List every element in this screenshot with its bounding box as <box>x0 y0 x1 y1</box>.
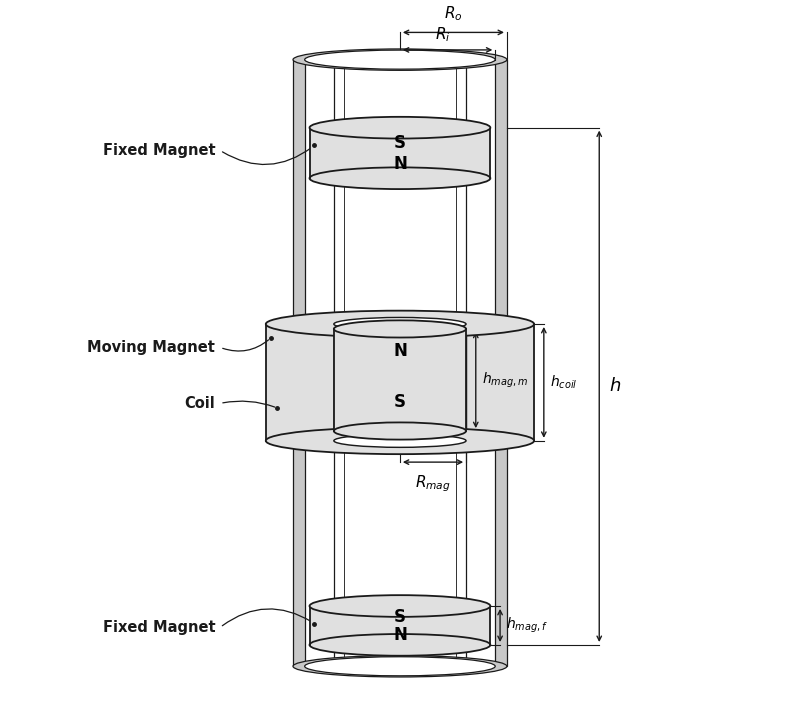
Ellipse shape <box>310 167 490 189</box>
Ellipse shape <box>310 595 490 617</box>
Text: $h_{mag,f}$: $h_{mag,f}$ <box>506 616 548 635</box>
Text: N: N <box>393 155 407 173</box>
Text: S: S <box>394 134 406 152</box>
Ellipse shape <box>334 434 466 448</box>
Ellipse shape <box>334 321 466 337</box>
Ellipse shape <box>305 657 495 676</box>
Text: S: S <box>394 608 406 626</box>
Polygon shape <box>266 324 334 441</box>
Text: N: N <box>393 626 407 644</box>
Text: $R_{mag}$: $R_{mag}$ <box>415 474 451 494</box>
Polygon shape <box>293 59 305 666</box>
Ellipse shape <box>310 116 490 138</box>
Ellipse shape <box>334 422 466 440</box>
Text: S: S <box>394 393 406 412</box>
Text: $h$: $h$ <box>609 377 621 395</box>
Ellipse shape <box>266 311 534 337</box>
Text: $h_{coil}$: $h_{coil}$ <box>550 373 577 391</box>
Ellipse shape <box>293 49 507 71</box>
Text: Moving Magnet: Moving Magnet <box>88 340 215 355</box>
Ellipse shape <box>310 634 490 656</box>
Ellipse shape <box>305 50 495 69</box>
Text: Fixed Magnet: Fixed Magnet <box>103 620 215 635</box>
Polygon shape <box>310 128 490 178</box>
Ellipse shape <box>293 656 507 677</box>
Text: Fixed Magnet: Fixed Magnet <box>103 143 215 158</box>
Text: $R_o$: $R_o$ <box>444 4 462 23</box>
Text: $h_{mag,m}$: $h_{mag,m}$ <box>482 371 528 390</box>
Text: N: N <box>393 342 407 360</box>
Text: Coil: Coil <box>185 396 215 411</box>
Polygon shape <box>466 324 534 441</box>
Ellipse shape <box>266 427 534 454</box>
Polygon shape <box>495 59 507 666</box>
Polygon shape <box>334 329 466 431</box>
Polygon shape <box>310 606 490 645</box>
Text: $R_i$: $R_i$ <box>435 25 451 44</box>
Ellipse shape <box>334 318 466 330</box>
